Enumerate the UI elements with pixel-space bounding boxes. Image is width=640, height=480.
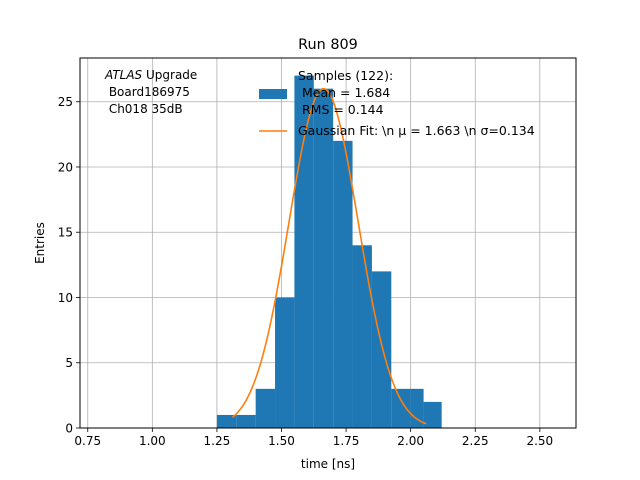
annotation-channel: Ch018 35dB xyxy=(105,102,183,116)
histogram-bar xyxy=(313,88,334,428)
histogram-bar xyxy=(423,401,442,428)
histogram-bar xyxy=(236,414,256,428)
svg-text:ATLAS Upgrade: ATLAS Upgrade xyxy=(104,68,197,82)
x-tick-label: 2.25 xyxy=(462,434,489,448)
legend-fit-label: Gaussian Fit: \n μ = 1.663 \n σ=0.134 xyxy=(298,123,535,138)
x-tick-label: 2.00 xyxy=(397,434,424,448)
x-tick-label: 1.50 xyxy=(268,434,295,448)
annotation-board: Board186975 xyxy=(105,85,190,99)
histogram-bar xyxy=(333,140,353,428)
y-tick-label: 5 xyxy=(65,356,73,370)
y-tick-label: 0 xyxy=(65,422,73,436)
legend-samples-line3: RMS = 0.144 xyxy=(298,102,384,117)
y-axis: 0 5 10 15 20 25 xyxy=(58,95,80,436)
legend-swatch-samples xyxy=(259,89,287,99)
x-tick-label: 2.50 xyxy=(526,434,553,448)
histogram-bar xyxy=(391,388,411,428)
histogram-bar xyxy=(371,271,392,428)
chart-title: Run 809 xyxy=(298,37,358,53)
x-axis-label: time [ns] xyxy=(301,457,355,471)
histogram-bar xyxy=(216,414,237,428)
x-axis: 0.75 1.00 1.25 1.50 1.75 2.00 2.25 2.50 xyxy=(74,428,553,448)
annotation-text: ATLAS Upgrade Board186975 Ch018 35dB xyxy=(104,68,197,116)
histogram-bar xyxy=(275,297,295,428)
histogram-bar xyxy=(255,388,276,428)
legend-samples-line2: Mean = 1.684 xyxy=(298,85,390,100)
y-tick-label: 20 xyxy=(58,160,73,174)
x-tick-label: 1.75 xyxy=(333,434,360,448)
annotation-atlas: ATLAS xyxy=(104,68,143,82)
plot-frame xyxy=(79,57,577,429)
histogram-bar xyxy=(352,245,372,428)
gaussian-fit-curve xyxy=(231,87,427,425)
legend-samples-line1: Samples (122): xyxy=(298,68,393,83)
y-axis-label: Entries xyxy=(33,222,47,264)
x-tick-label: 1.00 xyxy=(139,434,166,448)
x-tick-label: 1.25 xyxy=(204,434,231,448)
annotation-upgrade: Upgrade xyxy=(142,68,197,82)
y-tick-label: 10 xyxy=(58,291,73,305)
fit-curve-group xyxy=(231,87,427,425)
histogram-bar xyxy=(410,388,424,428)
legend: Samples (122): Mean = 1.684 RMS = 0.144 … xyxy=(259,68,535,138)
y-tick-label: 15 xyxy=(58,226,73,240)
histogram-bars xyxy=(216,75,442,428)
y-tick-label: 25 xyxy=(58,95,73,109)
x-tick-label: 0.75 xyxy=(74,434,101,448)
